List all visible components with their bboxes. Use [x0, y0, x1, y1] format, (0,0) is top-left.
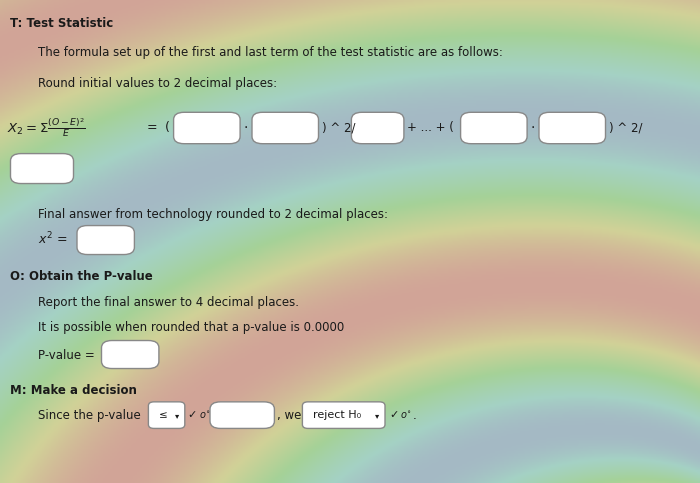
FancyBboxPatch shape — [461, 112, 527, 144]
Text: Round initial values to 2 decimal places:: Round initial values to 2 decimal places… — [38, 77, 278, 90]
Text: Final answer from technology rounded to 2 decimal places:: Final answer from technology rounded to … — [38, 208, 388, 221]
Text: $x^2$ =: $x^2$ = — [38, 231, 68, 247]
Text: ) ^ 2/: ) ^ 2/ — [609, 122, 643, 134]
FancyBboxPatch shape — [351, 112, 404, 144]
Text: $X_2 = \Sigma\frac{(O-E)^2}{E}$: $X_2 = \Sigma\frac{(O-E)^2}{E}$ — [7, 116, 86, 140]
Text: ≤: ≤ — [160, 410, 168, 420]
Text: ·: · — [531, 121, 535, 135]
FancyBboxPatch shape — [252, 112, 318, 144]
Text: Report the final answer to 4 decimal places.: Report the final answer to 4 decimal pla… — [38, 296, 300, 309]
Text: Since the p-value: Since the p-value — [38, 409, 141, 422]
Text: ▾: ▾ — [175, 411, 179, 420]
FancyBboxPatch shape — [102, 341, 159, 369]
Text: + ... + (: + ... + ( — [407, 122, 454, 134]
Text: (: ( — [164, 122, 169, 134]
FancyBboxPatch shape — [539, 112, 606, 144]
Text: reject H₀: reject H₀ — [313, 410, 361, 420]
Text: P-value =: P-value = — [38, 349, 95, 361]
Text: , we: , we — [277, 409, 302, 422]
Text: M: Make a decision: M: Make a decision — [10, 384, 137, 397]
Text: It is possible when rounded that a p-value is 0.0000: It is possible when rounded that a p-val… — [38, 321, 344, 334]
FancyBboxPatch shape — [174, 112, 240, 144]
Text: O: Obtain the P-value: O: Obtain the P-value — [10, 270, 153, 284]
FancyBboxPatch shape — [302, 402, 385, 428]
Text: ·: · — [244, 121, 248, 135]
FancyBboxPatch shape — [148, 402, 185, 428]
Text: ✓: ✓ — [389, 411, 398, 420]
FancyBboxPatch shape — [77, 226, 134, 255]
Text: $o^{\circ}$: $o^{\circ}$ — [199, 410, 211, 421]
FancyBboxPatch shape — [210, 402, 274, 428]
Text: ▾: ▾ — [375, 411, 379, 420]
Text: The formula set up of the first and last term of the test statistic are as follo: The formula set up of the first and last… — [38, 46, 503, 59]
Text: T: Test Statistic: T: Test Statistic — [10, 17, 113, 30]
Text: ✓: ✓ — [188, 411, 197, 420]
Text: ) ^ 2/: ) ^ 2/ — [322, 122, 356, 134]
Text: =: = — [147, 122, 158, 134]
FancyBboxPatch shape — [10, 154, 74, 184]
Text: $o^{\circ}$: $o^{\circ}$ — [400, 410, 412, 421]
Text: .: . — [413, 409, 416, 422]
